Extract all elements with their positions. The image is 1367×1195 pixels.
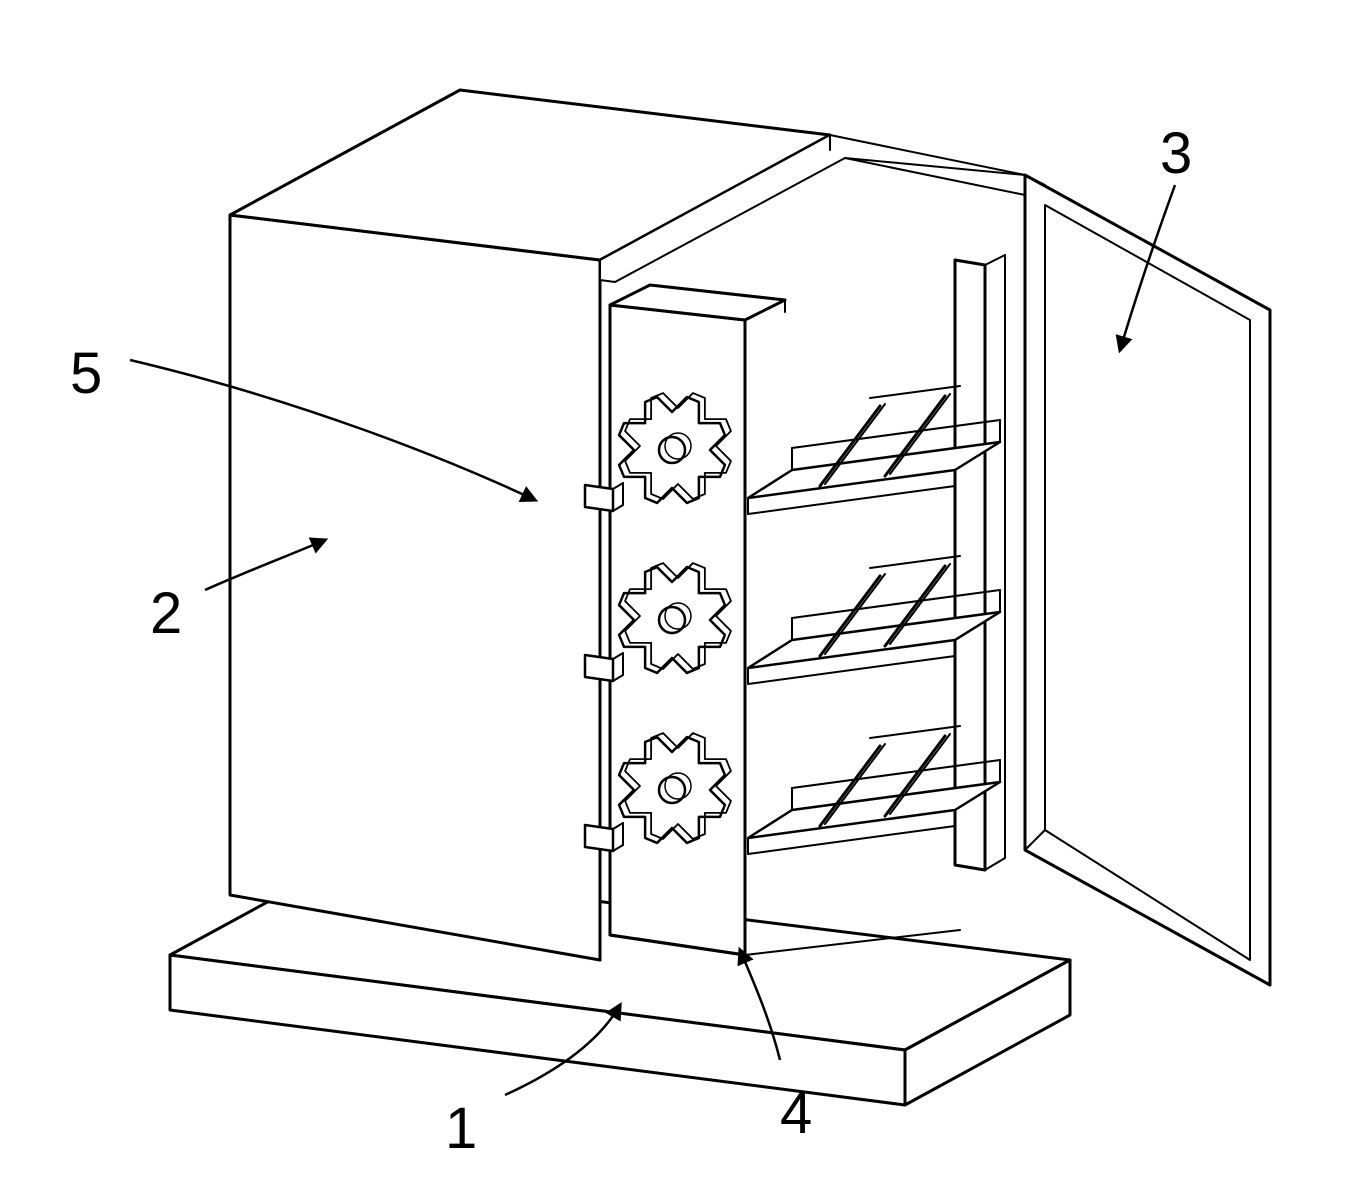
door-inner [1045, 205, 1250, 960]
callout-label-5: 5 [70, 340, 102, 407]
callout-label-3: 3 [1160, 120, 1192, 187]
cabinet-front [230, 215, 600, 960]
rack-right-post [955, 260, 985, 870]
callout-label-4: 4 [780, 1080, 812, 1147]
gear-tab [585, 825, 613, 851]
callout-label-1: 1 [445, 1095, 477, 1162]
gear-tab [585, 655, 613, 681]
callout-label-2: 2 [150, 580, 182, 647]
gear-tab [585, 485, 613, 511]
